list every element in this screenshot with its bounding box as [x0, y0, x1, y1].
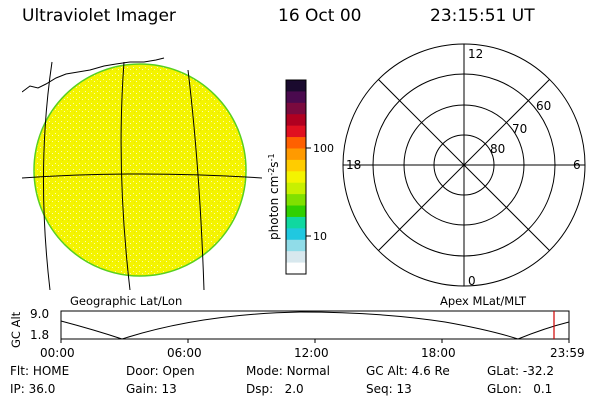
altitude-plot: GC Alt 9.0 1.8 00:00 06:00 12:00 18:00 2… [9, 307, 585, 360]
status-glat: GLat: -32.2 [487, 364, 554, 378]
colorbar-segment [286, 251, 306, 264]
colorbar-segment [286, 159, 306, 172]
mlt-label-6: 6 [573, 158, 581, 172]
globe-rim [33, 63, 247, 277]
meridian-line [42, 61, 53, 290]
colorbar-segment [286, 228, 306, 241]
colorbar-segment [286, 194, 306, 207]
colorbar-unit-label: photon cm-2s-1 [267, 153, 282, 240]
colorbar [286, 80, 306, 275]
x-tick-label-1800: 18:00 [421, 346, 456, 360]
status-mode: Mode: Normal [246, 364, 330, 378]
altitude-curve [60, 311, 570, 340]
x-tick-label-0600: 06:00 [167, 346, 202, 360]
polar-plot [342, 43, 586, 287]
x-tick-label-2359: 23:59 [550, 346, 585, 360]
globe-disk [34, 64, 246, 276]
polar-diagonal [378, 79, 550, 251]
observation-time: 23:15:51 UT [430, 6, 535, 26]
colorbar-segment [286, 182, 306, 195]
colorbar-tick-label-low: 10 [313, 230, 327, 243]
x-tick-label-0000: 00:00 [40, 346, 75, 360]
colorbar-segment [286, 80, 306, 92]
colorbar-segment [286, 91, 306, 104]
colorbar-segment [286, 137, 306, 149]
colorbar-segment [286, 102, 306, 115]
altitude-ylabel: GC Alt [9, 311, 23, 348]
status-gc-alt: GC Alt: 4.6 Re [366, 364, 450, 378]
mlt-label-18: 18 [346, 158, 361, 172]
x-tick-label-1200: 12:00 [294, 346, 329, 360]
status-glon: GLon: 0.1 [487, 382, 553, 396]
colorbar-segment [286, 262, 306, 275]
colorbar-segment [286, 125, 306, 138]
colorbar-segment [286, 205, 306, 218]
status-door: Door: Open [126, 364, 195, 378]
mlt-label-0: 0 [468, 274, 476, 288]
colorbar-segment [286, 239, 306, 252]
mlat-label-60: 60 [536, 99, 551, 113]
status-gain: Gain: 13 [126, 382, 177, 396]
meridian-line [120, 61, 131, 290]
status-ip: IP: 36.0 [10, 382, 56, 396]
meridian-line [187, 69, 205, 290]
colorbar-tick-label-high: 100 [313, 142, 334, 155]
mlat-label-70: 70 [512, 122, 527, 136]
latitude-line [22, 173, 262, 179]
status-seq: Seq: 13 [366, 382, 412, 396]
geographic-caption: Geographic Lat/Lon [70, 294, 182, 308]
colorbar-segment [286, 216, 306, 229]
altitude-ymin: 1.8 [30, 328, 49, 342]
mlat-label-80: 80 [490, 142, 505, 156]
mlt-label-12: 12 [468, 47, 483, 61]
colorbar-segment [286, 148, 306, 161]
apex-caption: Apex MLat/MLT [440, 294, 527, 308]
colorbar-frame [285, 79, 307, 275]
altitude-ymax: 9.0 [30, 307, 49, 321]
colorbar-segment [286, 171, 306, 184]
observation-date: 16 Oct 00 [278, 6, 362, 26]
coastline [22, 57, 165, 93]
colorbar-segment [286, 114, 306, 127]
geographic-globe [22, 57, 262, 290]
status-dsp: Dsp: 2.0 [246, 382, 304, 396]
instrument-title: Ultraviolet Imager [22, 6, 176, 26]
status-flt: Flt: HOME [10, 364, 70, 378]
